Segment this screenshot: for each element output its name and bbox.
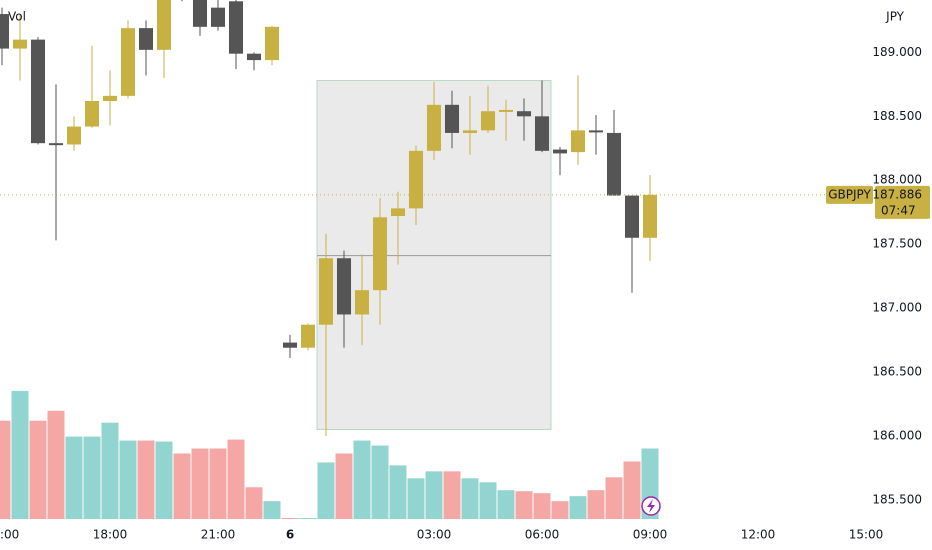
price-badge — [875, 185, 930, 219]
price-pane — [0, 0, 659, 519]
candle-body — [336, 258, 352, 315]
volume-bar — [515, 491, 533, 519]
candle-body — [462, 130, 478, 133]
x-tick-label: 06:00 — [525, 528, 560, 542]
volume-bar — [407, 478, 425, 519]
candle-body — [318, 258, 334, 325]
candle-body — [642, 194, 658, 238]
volume-bar — [533, 493, 551, 519]
candle-body — [606, 132, 622, 196]
candle-body — [498, 109, 514, 112]
y-tick-label: 188.500 — [872, 109, 922, 123]
volume-bar — [281, 518, 299, 519]
candle-body — [102, 95, 118, 101]
volume-bar — [605, 477, 623, 519]
candle-body — [480, 111, 496, 131]
volume-bar — [335, 453, 353, 519]
volume-bar — [47, 410, 65, 519]
candle-body — [156, 0, 172, 50]
x-tick-label: 12:00 — [741, 528, 776, 542]
candle-body — [66, 126, 82, 145]
x-tick-label: 18:00 — [93, 528, 128, 542]
volume-bar — [0, 420, 11, 519]
candle-body — [30, 39, 46, 144]
bolt-icon — [641, 496, 661, 516]
candle-body — [192, 0, 208, 27]
volume-bar — [83, 436, 101, 519]
candle-body — [534, 116, 550, 151]
candle-body — [138, 28, 154, 50]
y-tick-label: 189.000 — [872, 45, 922, 59]
last-price-label: 187.886 — [872, 187, 922, 201]
candle-body — [408, 150, 424, 209]
y-tick-label: 186.500 — [872, 364, 922, 378]
y-tick-label: 186.000 — [872, 428, 922, 442]
volume-bar — [623, 461, 641, 519]
x-tick-label: 15:00 — [0, 528, 19, 542]
candle-body — [84, 100, 100, 127]
volume-bar — [425, 471, 443, 519]
volume-bar — [11, 390, 29, 519]
volume-bar — [569, 496, 587, 519]
candle-body — [372, 217, 388, 291]
volume-bar — [137, 440, 155, 519]
x-tick-label: 03:00 — [417, 528, 452, 542]
candle-body — [210, 7, 226, 27]
candle-body — [0, 14, 10, 49]
candle-body — [444, 104, 460, 133]
x-tick-label: 21:00 — [201, 528, 236, 542]
countdown-label: 07:47 — [881, 203, 916, 217]
volume-bar — [443, 471, 461, 519]
candle-body — [264, 26, 280, 61]
volume-bar — [101, 422, 119, 519]
volume-bar — [479, 482, 497, 519]
volume-bar — [155, 441, 173, 519]
candle-body — [570, 130, 586, 153]
candle-body — [246, 53, 262, 61]
symbol-badge — [826, 185, 873, 204]
volume-bar — [353, 440, 371, 519]
volume-bar — [29, 420, 47, 519]
symbol-label: GBPJPY — [828, 187, 871, 201]
candle-body — [354, 290, 370, 315]
volume-bar — [119, 440, 137, 519]
volume-bar — [389, 465, 407, 519]
x-tick-label: 15:00 — [849, 528, 884, 542]
volume-bar — [299, 518, 317, 519]
candle-body — [624, 195, 640, 238]
candle-body — [300, 324, 316, 348]
y-tick-label: 185.500 — [872, 492, 922, 506]
candle-body — [228, 1, 244, 54]
volume-bar — [173, 453, 191, 519]
candle-body — [588, 130, 604, 133]
currency-label: JPY — [885, 10, 905, 24]
volume-bar — [317, 462, 335, 519]
candle-body — [282, 342, 298, 348]
volume-bar — [191, 448, 209, 519]
candle-body — [426, 104, 442, 151]
candle-body — [516, 111, 532, 117]
volume-bar — [461, 478, 479, 519]
volume-bar — [245, 487, 263, 519]
volume-bar — [587, 490, 605, 519]
volume-bar — [497, 490, 515, 519]
candle-body — [390, 208, 406, 217]
candle-body — [120, 28, 136, 96]
volume-bar — [227, 439, 245, 519]
volume-bar — [371, 445, 389, 519]
volume-bar — [65, 436, 83, 519]
x-tick-label: 6 — [286, 528, 294, 542]
candle-body — [552, 149, 568, 154]
candle-body — [12, 39, 28, 49]
y-tick-label: 187.500 — [872, 237, 922, 251]
y-tick-label: 187.000 — [872, 301, 922, 315]
x-tick-label: 09:00 — [633, 528, 668, 542]
candle-body — [48, 143, 64, 146]
volume-bar — [263, 501, 281, 519]
volume-label: Vol — [8, 10, 26, 24]
volume-bar — [209, 448, 227, 519]
y-tick-label: 188.000 — [872, 173, 922, 187]
volume-bar — [551, 501, 569, 519]
